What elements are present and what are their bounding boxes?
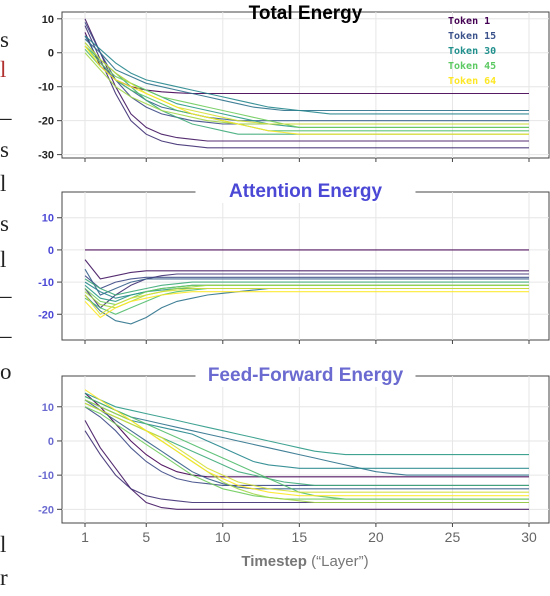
text-fragment: l (0, 57, 7, 82)
series-line-token-1 (84, 392, 529, 478)
series-line-token-30 (84, 35, 529, 115)
y-tick-label: -20 (38, 116, 54, 128)
legend-entry: Token 64 (448, 76, 496, 87)
y-tick-label: 10 (42, 402, 54, 414)
series-line-token-25 (84, 38, 529, 112)
series-line-token-10 (84, 25, 529, 149)
y-tick-label: 10 (42, 14, 54, 26)
legend: Token 1 Token 15 Token 30 Token 45 Token 64 (448, 16, 496, 87)
y-tick-label: 0 (48, 245, 54, 257)
text-fragment: – (0, 283, 12, 308)
series-line-token-60 (84, 287, 529, 316)
x-tick-label: 25 (445, 529, 461, 545)
x-tick-label: 10 (215, 529, 231, 545)
series-line-token-64 (84, 389, 529, 497)
x-axis-label-main: Timestep (241, 553, 311, 570)
series-line-token-25 (84, 395, 529, 476)
series-line-token-64 (84, 291, 529, 319)
text-fragment: l (0, 532, 7, 557)
text-fragment: s (0, 211, 9, 236)
series-line-token-10 (84, 273, 529, 309)
legend-entry: Token 45 (448, 61, 496, 72)
y-tick-label: 0 (48, 436, 54, 448)
y-tick-label: -20 (38, 309, 54, 321)
series-line-token-5 (84, 18, 529, 142)
panel-title: Feed-Forward Energy (208, 365, 404, 386)
x-tick-label: 1 (81, 529, 89, 545)
text-fragment: l (0, 247, 7, 272)
x-axis-label: Timestep (“Layer”) (241, 553, 368, 570)
series-line-token-20 (84, 399, 529, 490)
text-fragment: – (0, 105, 12, 130)
y-tick-label: 10 (42, 213, 54, 225)
y-tick-label: -10 (38, 470, 54, 482)
legend-entry: Token 30 (448, 46, 496, 57)
series-line-token-60 (84, 402, 529, 493)
x-tick-label: 30 (521, 529, 537, 545)
series-line-token-5 (84, 420, 529, 510)
text-fragment: s (0, 27, 9, 52)
series-line-token-30 (84, 399, 529, 469)
text-fragment: r (0, 565, 8, 590)
legend-entry: Token 15 (448, 31, 496, 42)
series-line-token-64 (84, 45, 529, 135)
legend-entry: Token 1 (448, 16, 490, 27)
panel-title: Attention Energy (229, 181, 382, 202)
series-line-token-50 (84, 45, 529, 128)
panel-2: 10 0 -10 -20 Attention Energy (38, 179, 550, 344)
series-line-token-5 (84, 259, 529, 280)
y-tick-label: -10 (38, 277, 54, 289)
text-fragment: – (0, 323, 12, 348)
series-line-token-20 (84, 268, 529, 296)
x-tick-label: 20 (368, 529, 384, 545)
x-axis-label-paren: (“Layer”) (311, 553, 369, 570)
text-fragment: l (0, 171, 7, 196)
panel-title: Total Energy (249, 3, 363, 24)
panel-frame (61, 191, 550, 341)
series-line-token-20 (84, 35, 529, 122)
series-line-token-45 (84, 48, 529, 132)
y-tick-label: -30 (38, 150, 54, 162)
series-line-token-50 (84, 406, 529, 500)
y-tick-label: -20 (38, 504, 54, 516)
panel-3: 10 0 -10 -20 Feed-Forward Energy (38, 363, 550, 527)
x-tick-label: 15 (292, 529, 308, 545)
y-tick-label: -10 (38, 82, 54, 94)
series-line-token-1 (84, 32, 529, 95)
title-background (195, 179, 416, 203)
x-tick-label: 5 (142, 529, 150, 545)
series-line-token-40 (84, 278, 529, 296)
series-line-token-35 (84, 392, 529, 456)
text-fragment: o (0, 359, 12, 384)
text-fragment: s (0, 137, 9, 162)
series-line-token-15 (84, 275, 529, 290)
title-background (195, 363, 416, 387)
y-tick-label: 0 (48, 48, 54, 60)
